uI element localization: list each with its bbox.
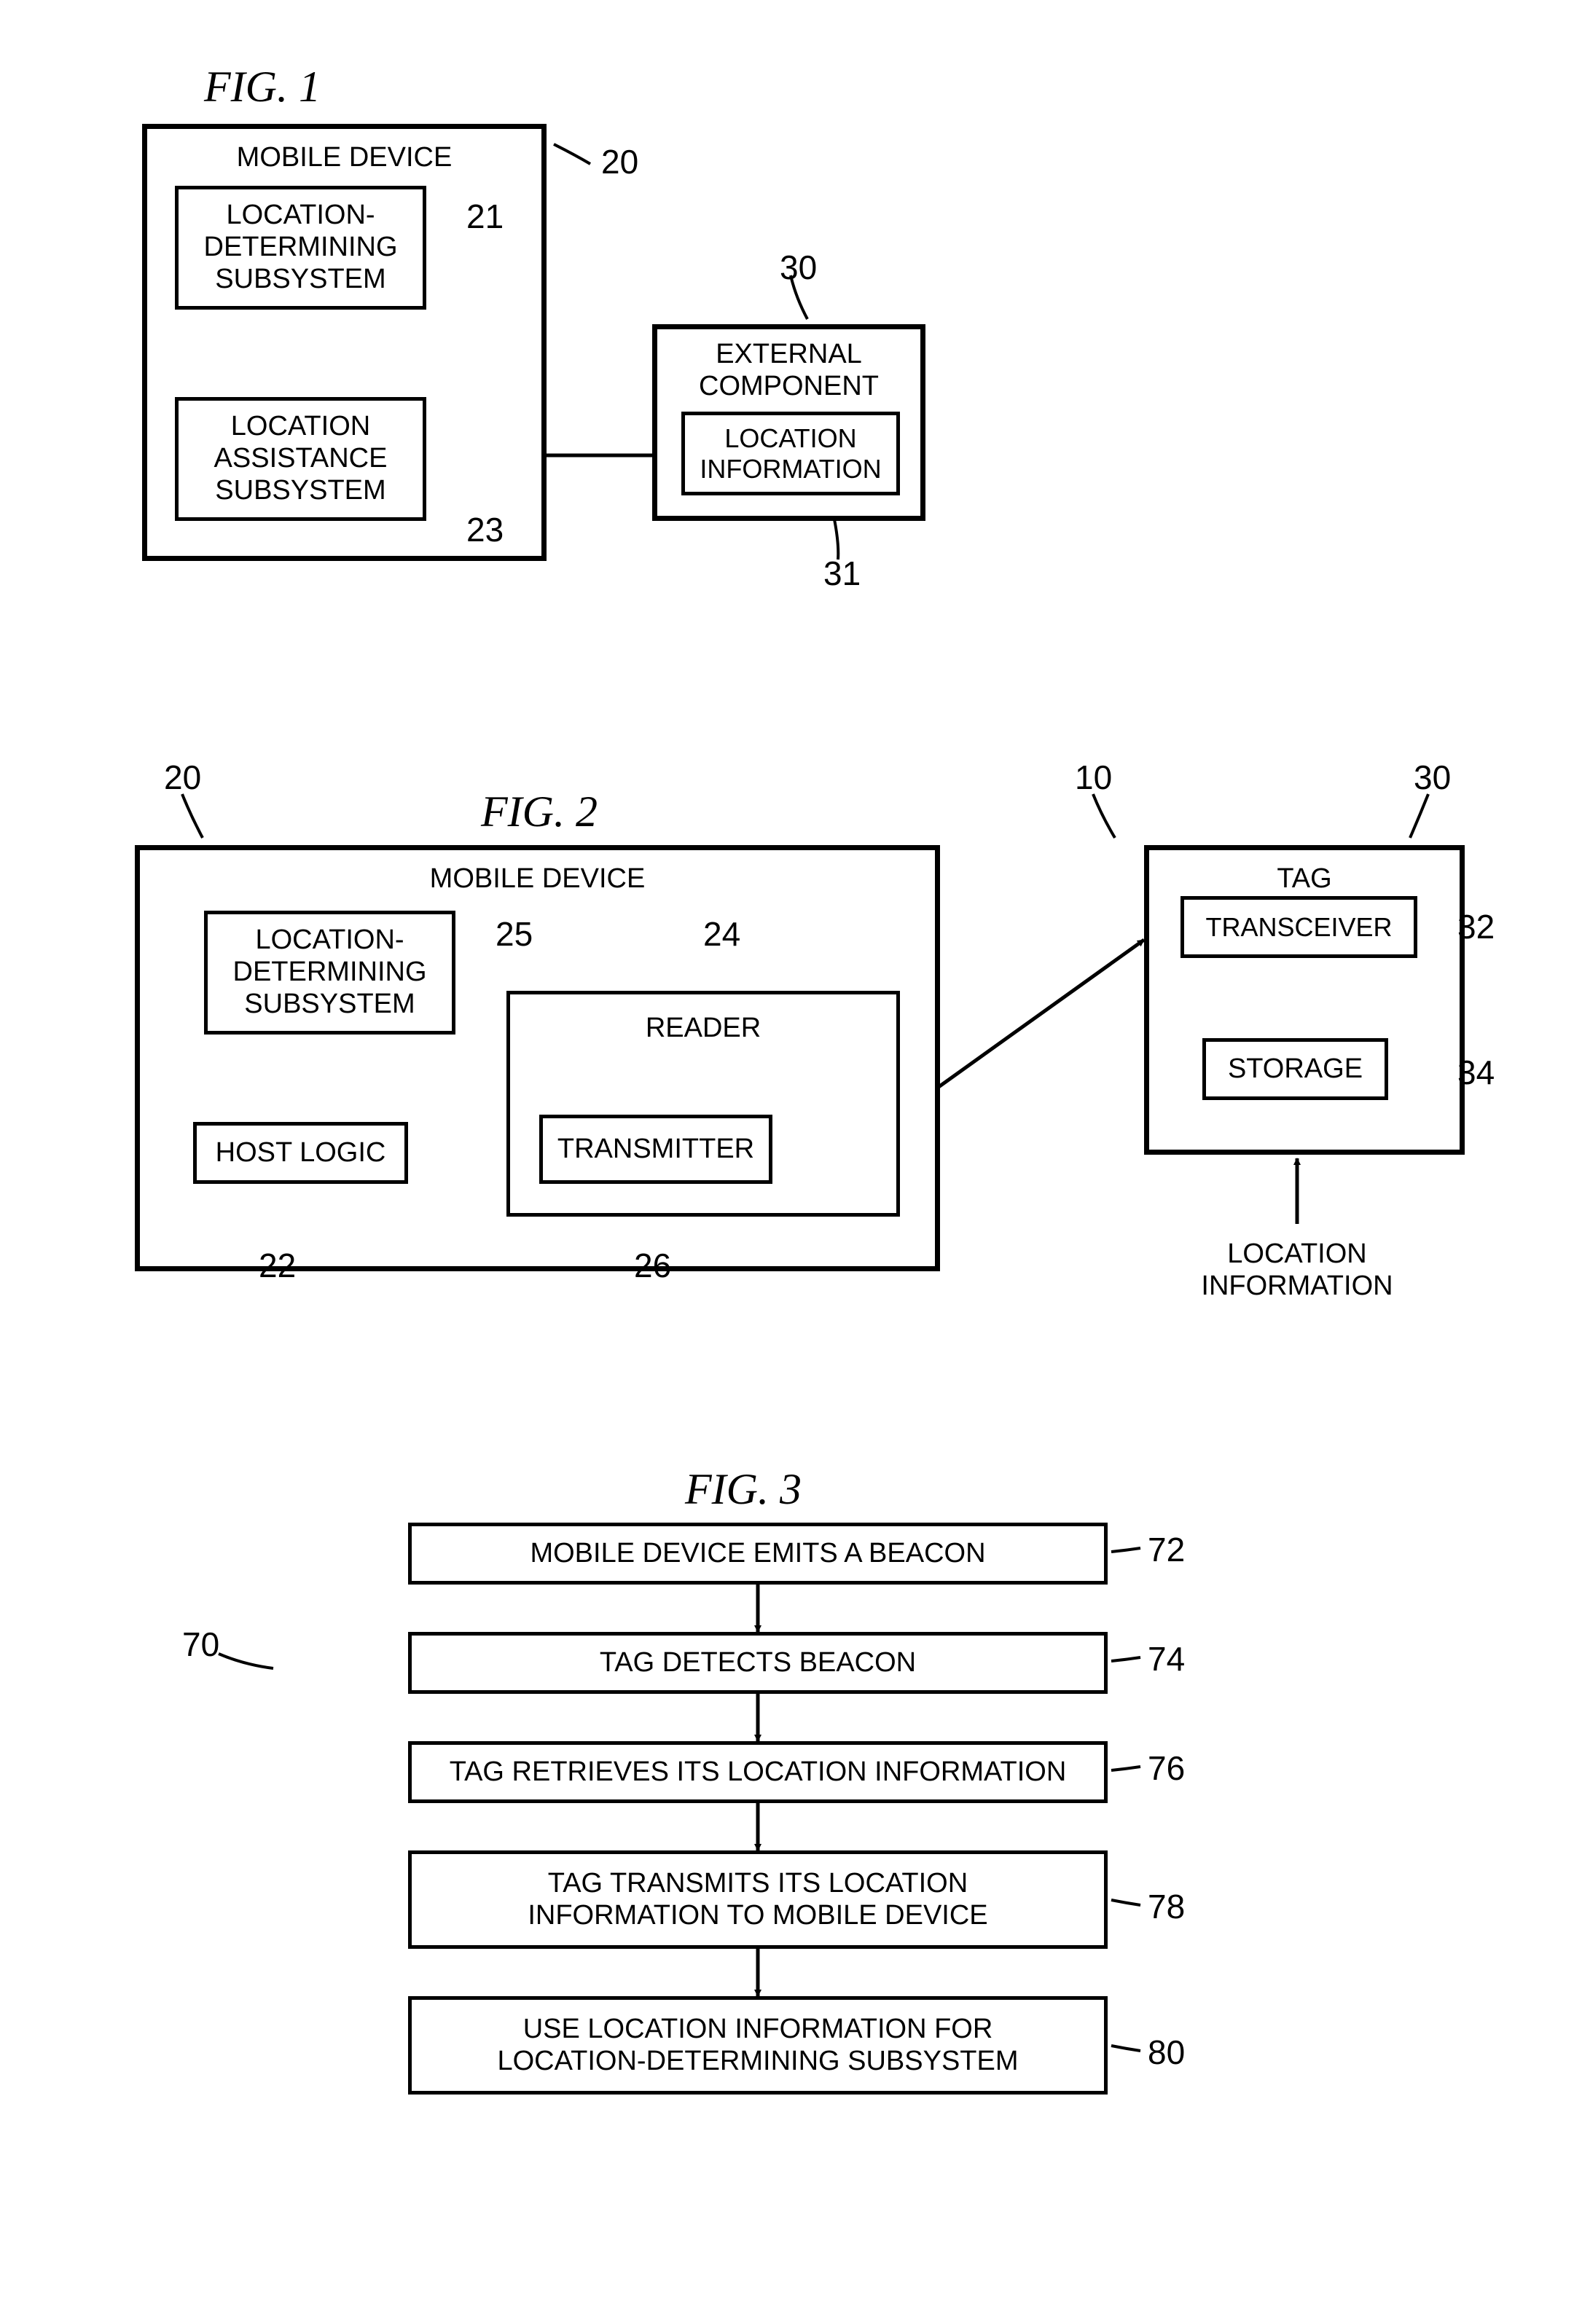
diagram-canvas: FIG. 1 MOBILE DEVICE 20 LOCATION- DETERM…: [0, 0, 1574, 2324]
fig1-loc-det-label: LOCATION- DETERMINING SUBSYSTEM: [175, 186, 426, 310]
fig2-ref-10: 10: [1075, 758, 1112, 797]
fig2-loc-det-label: LOCATION- DETERMINING SUBSYSTEM: [204, 911, 455, 1035]
fig2-storage-label: STORAGE: [1202, 1038, 1388, 1100]
fig1-title: FIG. 1: [204, 62, 321, 112]
fig1-ref-20: 20: [601, 142, 638, 181]
fig3-refleader-80: [1111, 2046, 1140, 2051]
fig3-ref-70: 70: [182, 1625, 219, 1664]
fig3-title: FIG. 3: [685, 1464, 802, 1515]
fig2-reader-label: READER: [506, 1013, 900, 1045]
fig1-ref-31: 31: [823, 554, 861, 593]
fig3-ref-78: 78: [1148, 1887, 1185, 1926]
fig3-ref-76: 76: [1148, 1748, 1185, 1788]
fig3-ref-80: 80: [1148, 2033, 1185, 2072]
fig3-refleader-74: [1111, 1657, 1140, 1661]
fig3-step-74-label: TAG DETECTS BEACON: [408, 1632, 1108, 1694]
fig1-ref-21: 21: [466, 197, 504, 236]
fig2-transceiver-label: TRANSCEIVER: [1180, 896, 1417, 958]
fig1-ref-23: 23: [466, 510, 504, 549]
fig2-transmitter-label: TRANSMITTER: [539, 1115, 772, 1184]
fig3-step-76-label: TAG RETRIEVES ITS LOCATION INFORMATION: [408, 1741, 1108, 1803]
fig2-ref-34: 34: [1457, 1053, 1495, 1092]
fig1-ref-30: 30: [780, 248, 817, 287]
fig2-ref-32: 32: [1457, 907, 1495, 946]
fig3-step-72-label: MOBILE DEVICE EMITS A BEACON: [408, 1523, 1108, 1585]
fig1-loc-info-label: LOCATION INFORMATION: [681, 412, 900, 495]
fig2-ref-30: 30: [1414, 758, 1451, 797]
fig3-ref-74: 74: [1148, 1639, 1185, 1679]
fig2-leader-20: [182, 794, 203, 838]
fig3-step-80-label: USE LOCATION INFORMATION FOR LOCATION-DE…: [408, 1996, 1108, 2095]
fig3-step-78-label: TAG TRANSMITS ITS LOCATION INFORMATION T…: [408, 1850, 1108, 1949]
fig3-leader-70: [219, 1654, 273, 1668]
fig2-ref-22: 22: [259, 1246, 296, 1285]
fig1-loc-assist-label: LOCATION ASSISTANCE SUBSYSTEM: [175, 397, 426, 521]
fig2-leader-30: [1410, 794, 1428, 838]
fig2-leader-10: [1093, 794, 1115, 838]
fig1-mobile-device-label: MOBILE DEVICE: [142, 142, 547, 174]
fig2-ref-25: 25: [496, 914, 533, 954]
fig2-mobile-label: MOBILE DEVICE: [135, 863, 940, 895]
fig3-refleader-72: [1111, 1548, 1140, 1552]
fig3-ref-72: 72: [1148, 1530, 1185, 1569]
fig3-refleader-76: [1111, 1767, 1140, 1770]
fig2-ref-26: 26: [634, 1246, 671, 1285]
fig2-loc-info-label: LOCATION INFORMATION: [1188, 1238, 1406, 1302]
fig2-ref-24: 24: [703, 914, 740, 954]
fig2-title: FIG. 2: [481, 787, 598, 837]
fig2-ref-20: 20: [164, 758, 201, 797]
fig2-host-logic-label: HOST LOGIC: [193, 1122, 408, 1184]
fig1-external-label: EXTERNAL COMPONENT: [652, 339, 925, 402]
fig3-refleader-78: [1111, 1900, 1140, 1905]
fig1-leader-20: [554, 144, 590, 164]
fig2-tag-label: TAG: [1144, 863, 1465, 895]
